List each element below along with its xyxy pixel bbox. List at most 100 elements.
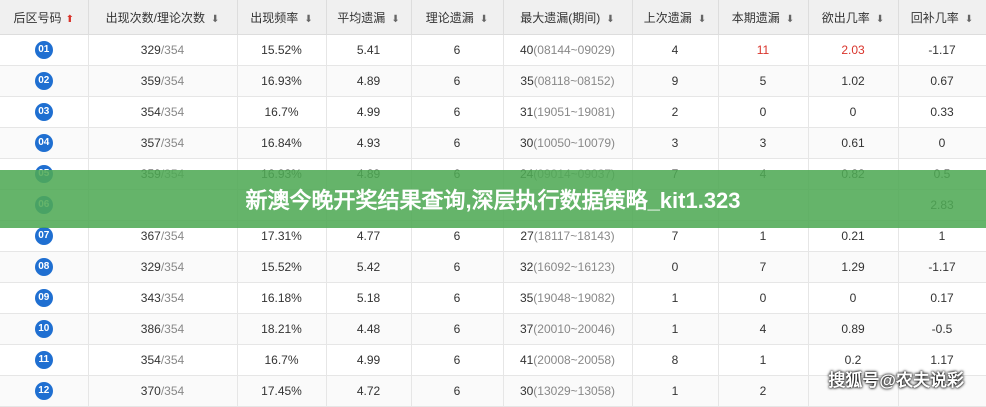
cell-text: 0.89 <box>841 322 865 336</box>
sort-arrow: ⬇ <box>304 13 313 25</box>
cell-text: 18.21% <box>261 322 302 336</box>
column-header[interactable]: 回补几率 ⬇ <box>898 0 986 35</box>
cell: 4.99 <box>326 344 412 376</box>
cell-text: 16.7% <box>264 353 299 367</box>
cell: 1.29 <box>808 251 899 283</box>
sort-arrow: ⬇ <box>606 13 615 25</box>
cell-text: 9 <box>671 74 679 88</box>
cell: 6 <box>411 344 504 376</box>
cell: 35(19048~19082) <box>503 282 633 314</box>
cell-sub: /354 <box>160 353 185 367</box>
cell-text: 15.52% <box>261 43 302 57</box>
cell: 09 <box>0 282 89 314</box>
number-badge: 03 <box>34 103 53 121</box>
column-header[interactable]: 最大遗漏(期间) ⬇ <box>503 0 633 35</box>
sort-arrow: ⬇ <box>697 13 707 25</box>
cell-text: 1.17 <box>930 353 954 367</box>
column-title: 后区号码 <box>13 10 62 25</box>
cell-text: 8 <box>671 353 679 367</box>
cell: 5.41 <box>326 34 412 66</box>
cell: 343/354 <box>88 282 238 314</box>
cell-text: 5.18 <box>356 291 381 305</box>
cell-main: 30 <box>519 384 534 398</box>
cell-text: 6 <box>453 43 461 57</box>
column-header[interactable]: 欲出几率 ⬇ <box>808 0 899 35</box>
cell-text: 1.02 <box>841 74 865 88</box>
column-header[interactable]: 平均遗漏 ⬇ <box>326 0 412 35</box>
cell: 0.61 <box>808 127 899 159</box>
cell: 1 <box>632 375 719 407</box>
cell: 1.02 <box>808 65 899 97</box>
cell: 2.03 <box>808 34 899 66</box>
cell-text: 6 <box>453 136 461 150</box>
cell-main: 32 <box>519 260 534 274</box>
cell-sub: (19048~19082) <box>533 291 616 305</box>
cell-sub: (13029~13058) <box>533 384 616 398</box>
cell: 0.89 <box>808 313 899 345</box>
column-header[interactable]: 出现频率 ⬇ <box>237 0 327 35</box>
cell-sub: (18117~18143) <box>533 229 615 243</box>
cell-text: 0 <box>849 105 857 119</box>
cell: 30(10050~10079) <box>503 127 633 159</box>
number-badge: 11 <box>34 351 53 369</box>
cell-text: 4.72 <box>356 384 381 398</box>
cell-sub: /354 <box>160 43 185 57</box>
cell-sub: /354 <box>160 229 185 243</box>
cell-text: 6 <box>453 353 461 367</box>
cell: 0 <box>718 96 809 128</box>
cell: 0 <box>808 282 899 314</box>
cell-text: 1.29 <box>841 260 865 274</box>
table-row: 09 343/354 16.18% 5.18 6 35(19048~19082) 1 0 0 0.… <box>0 282 986 314</box>
cell-text: 6 <box>453 291 461 305</box>
cell-main: 370 <box>140 384 161 398</box>
cell: 354/354 <box>88 344 238 376</box>
cell: 32(16092~16123) <box>503 251 633 283</box>
column-header[interactable]: 理论遗漏 ⬇ <box>411 0 504 35</box>
cell-text: -0.5 <box>931 322 953 336</box>
cell: 1.17 <box>898 344 986 376</box>
cell-text: 0 <box>759 105 767 119</box>
cell-main: 354 <box>140 105 161 119</box>
number-badge: 04 <box>34 134 53 152</box>
cell-text: 15.52% <box>261 260 302 274</box>
column-title: 平均遗漏 <box>337 10 386 25</box>
cell: 0.2 <box>808 344 899 376</box>
cell: 0.33 <box>898 96 986 128</box>
cell-text: 4 <box>671 43 679 57</box>
cell: 354/354 <box>88 96 238 128</box>
cell: -1.17 <box>898 34 986 66</box>
cell: 6 <box>411 127 504 159</box>
sort-arrow: ⬇ <box>964 13 974 25</box>
cell-text: -1.17 <box>928 43 956 57</box>
cell: 359/354 <box>88 65 238 97</box>
column-header[interactable]: 上次遗漏 ⬇ <box>632 0 719 35</box>
sort-arrow: ⬇ <box>875 13 885 25</box>
banner: 新澳今晚开奖结果查询,深层执行数据策略_kit1.323 <box>0 170 986 228</box>
sort-arrow: ⬇ <box>391 13 400 25</box>
cell-text: 0 <box>671 260 679 274</box>
column-header[interactable]: 后区号码 ⬆ <box>0 0 89 35</box>
cell-main: 329 <box>140 260 161 274</box>
cell: 1 <box>718 344 809 376</box>
column-title: 本期遗漏 <box>731 10 780 25</box>
cell: 0 <box>808 96 899 128</box>
cell-text: 5.42 <box>356 260 381 274</box>
column-header[interactable]: 出现次数/理论次数 ⬇ <box>88 0 238 35</box>
number-badge: 08 <box>34 258 53 276</box>
cell: 03 <box>0 96 89 128</box>
cell: 6 <box>411 65 504 97</box>
cell: 0 <box>718 282 809 314</box>
cell: 4.48 <box>326 313 412 345</box>
cell: 6 <box>411 96 504 128</box>
cell-text: 6 <box>453 74 461 88</box>
cell-text: 6 <box>453 384 461 398</box>
cell: 0 <box>898 127 986 159</box>
cell: 8 <box>632 344 719 376</box>
column-header[interactable]: 本期遗漏 ⬇ <box>718 0 809 35</box>
cell-text: 16.18% <box>261 291 302 305</box>
cell-sub: /354 <box>160 136 185 150</box>
cell: 4.93 <box>326 127 412 159</box>
cell-text: 1 <box>671 322 679 336</box>
cell: 10 <box>0 313 89 345</box>
cell-sub: /354 <box>160 74 185 88</box>
